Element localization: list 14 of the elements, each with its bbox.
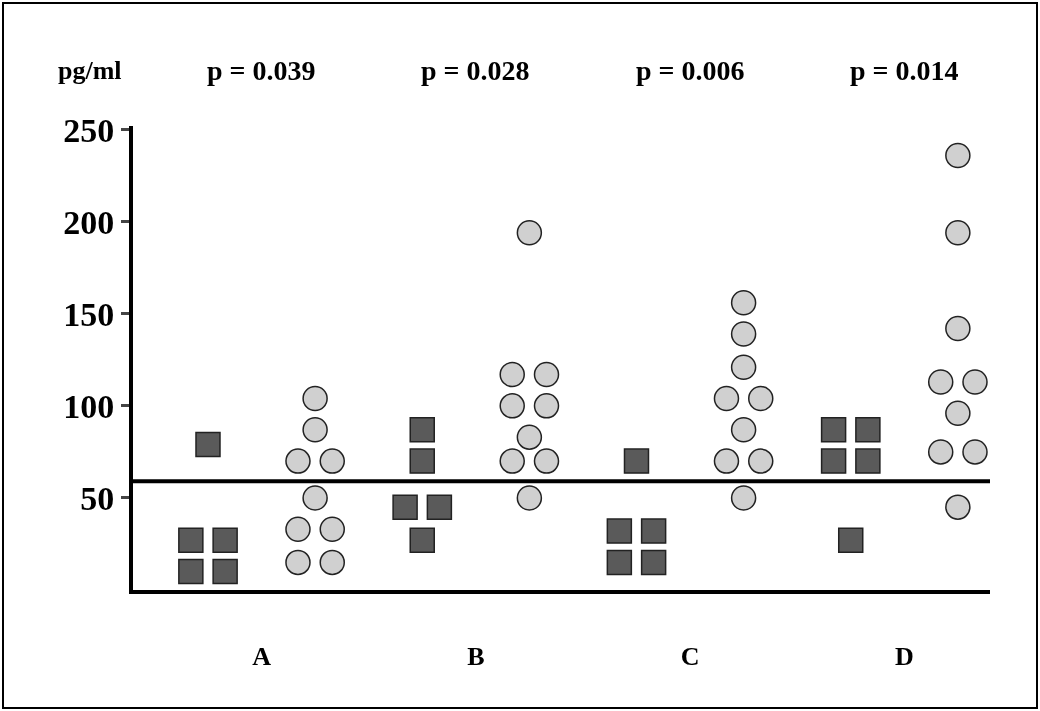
x-tick-label: C [680,642,700,672]
text: p = 0.006 [636,55,745,86]
text: p = 0.039 [207,55,316,86]
text: p = 0.014 [850,55,959,86]
y-tick-label: 100 [63,387,115,425]
x-tick-label: A [252,642,272,672]
y-tick-label: 200 [63,203,115,241]
x-tick-label: B [467,642,485,672]
x-tick-label: D [894,642,914,672]
y-tick-label: 50 [80,479,115,517]
y-axis-title: pg/ml [58,56,122,85]
text: p = 0.028 [421,55,530,86]
y-tick-label: 150 [63,295,115,333]
y-tick-label: 250 [63,111,115,149]
